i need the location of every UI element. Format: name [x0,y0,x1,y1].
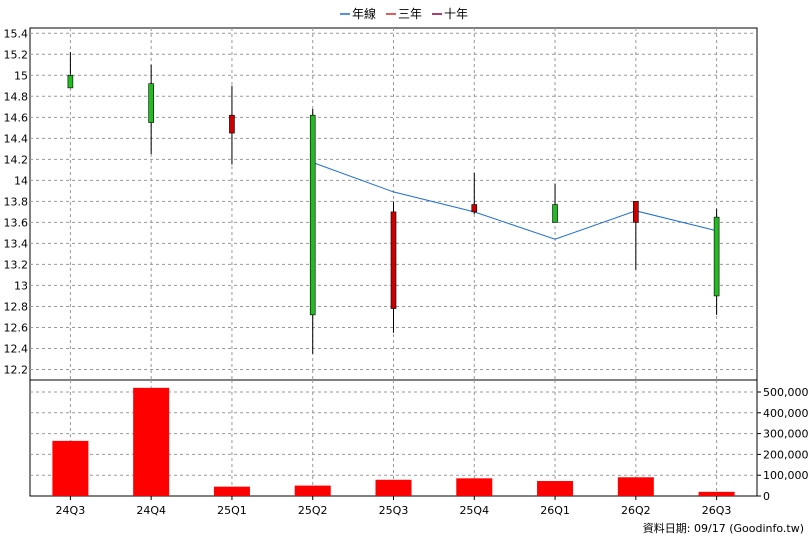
price-tick-label: 12.6 [4,321,29,334]
price-tick-label: 14 [14,174,28,187]
price-tick-label: 15 [14,69,28,82]
volume-bar [133,387,170,496]
price-tick-label: 14.8 [4,90,29,103]
x-tick-label: 25Q3 [379,504,409,517]
candle-body [552,204,558,223]
volume-bar [375,479,412,496]
price-tick-label: 14.2 [4,153,29,166]
footer-source: 資料日期: 09/17 (Goodinfo.tw) [643,521,804,535]
volume-bar [294,485,331,496]
volume-bar [698,491,735,496]
legend-label-0: 年線 [352,6,376,21]
volume-bar [617,477,654,496]
volume-bar [537,481,574,496]
price-tick-label: 12.8 [4,300,29,313]
x-tick-label: 25Q1 [217,504,247,517]
candle-body [67,74,74,89]
legend-label-1: 三年 [398,7,422,21]
x-axis: 24Q3 24Q4 25Q1 25Q2 25Q3 25Q4 26Q1 26Q2 26Q3 [56,496,732,517]
candle-body [309,114,316,316]
candle-body [633,201,639,223]
price-tick-label: 13.4 [4,237,29,250]
x-tick-label: 25Q2 [298,504,328,517]
volume-bar [52,440,89,496]
price-tick-label: 15.2 [4,48,29,61]
x-tick-label: 24Q3 [56,504,86,517]
volume-tick-label: 500,000 [763,386,808,399]
price-tick-label: 15.4 [4,27,29,40]
price-tick-label: 13.8 [4,195,29,208]
x-tick-label: 26Q2 [621,504,651,517]
candle-body [390,211,397,309]
volume-tick-label: 200,000 [763,448,808,461]
volume-tick-label: 400,000 [763,407,808,420]
x-tick-label: 25Q4 [459,504,489,517]
price-tick-label: 13 [14,279,28,292]
x-tick-label: 24Q4 [136,504,166,517]
series-line-0 [312,162,717,240]
volume-panel: 0 100,000 200,000 300,000 400,000 500,000 [29,379,808,503]
x-tick-label: 26Q3 [702,504,732,517]
x-tick-label: 26Q1 [540,504,570,517]
volume-bar [456,478,493,496]
price-panel: 12.2 12.4 12.6 12.8 13 13.2 13.4 13.6 13.8 14 14.2… [4,27,758,381]
legend: 年線 三年 十年 [340,6,468,21]
price-tick-label: 14.6 [4,111,29,124]
price-tick-label: 13.6 [4,216,29,229]
price-tick-label: 12.2 [4,363,29,376]
volume-tick-label: 300,000 [763,428,808,441]
legend-label-2: 十年 [444,7,468,21]
price-tick-label: 13.2 [4,258,29,271]
candle-body [713,216,720,297]
price-tick-label: 14.4 [4,132,29,145]
volume-bar [213,486,250,496]
volume-tick-label: 0 [763,490,770,503]
price-tick-label: 12.4 [4,342,29,355]
volume-tick-label: 100,000 [763,469,808,482]
candle-body [229,114,235,134]
candle-body [148,83,154,123]
candle-body [471,204,478,213]
